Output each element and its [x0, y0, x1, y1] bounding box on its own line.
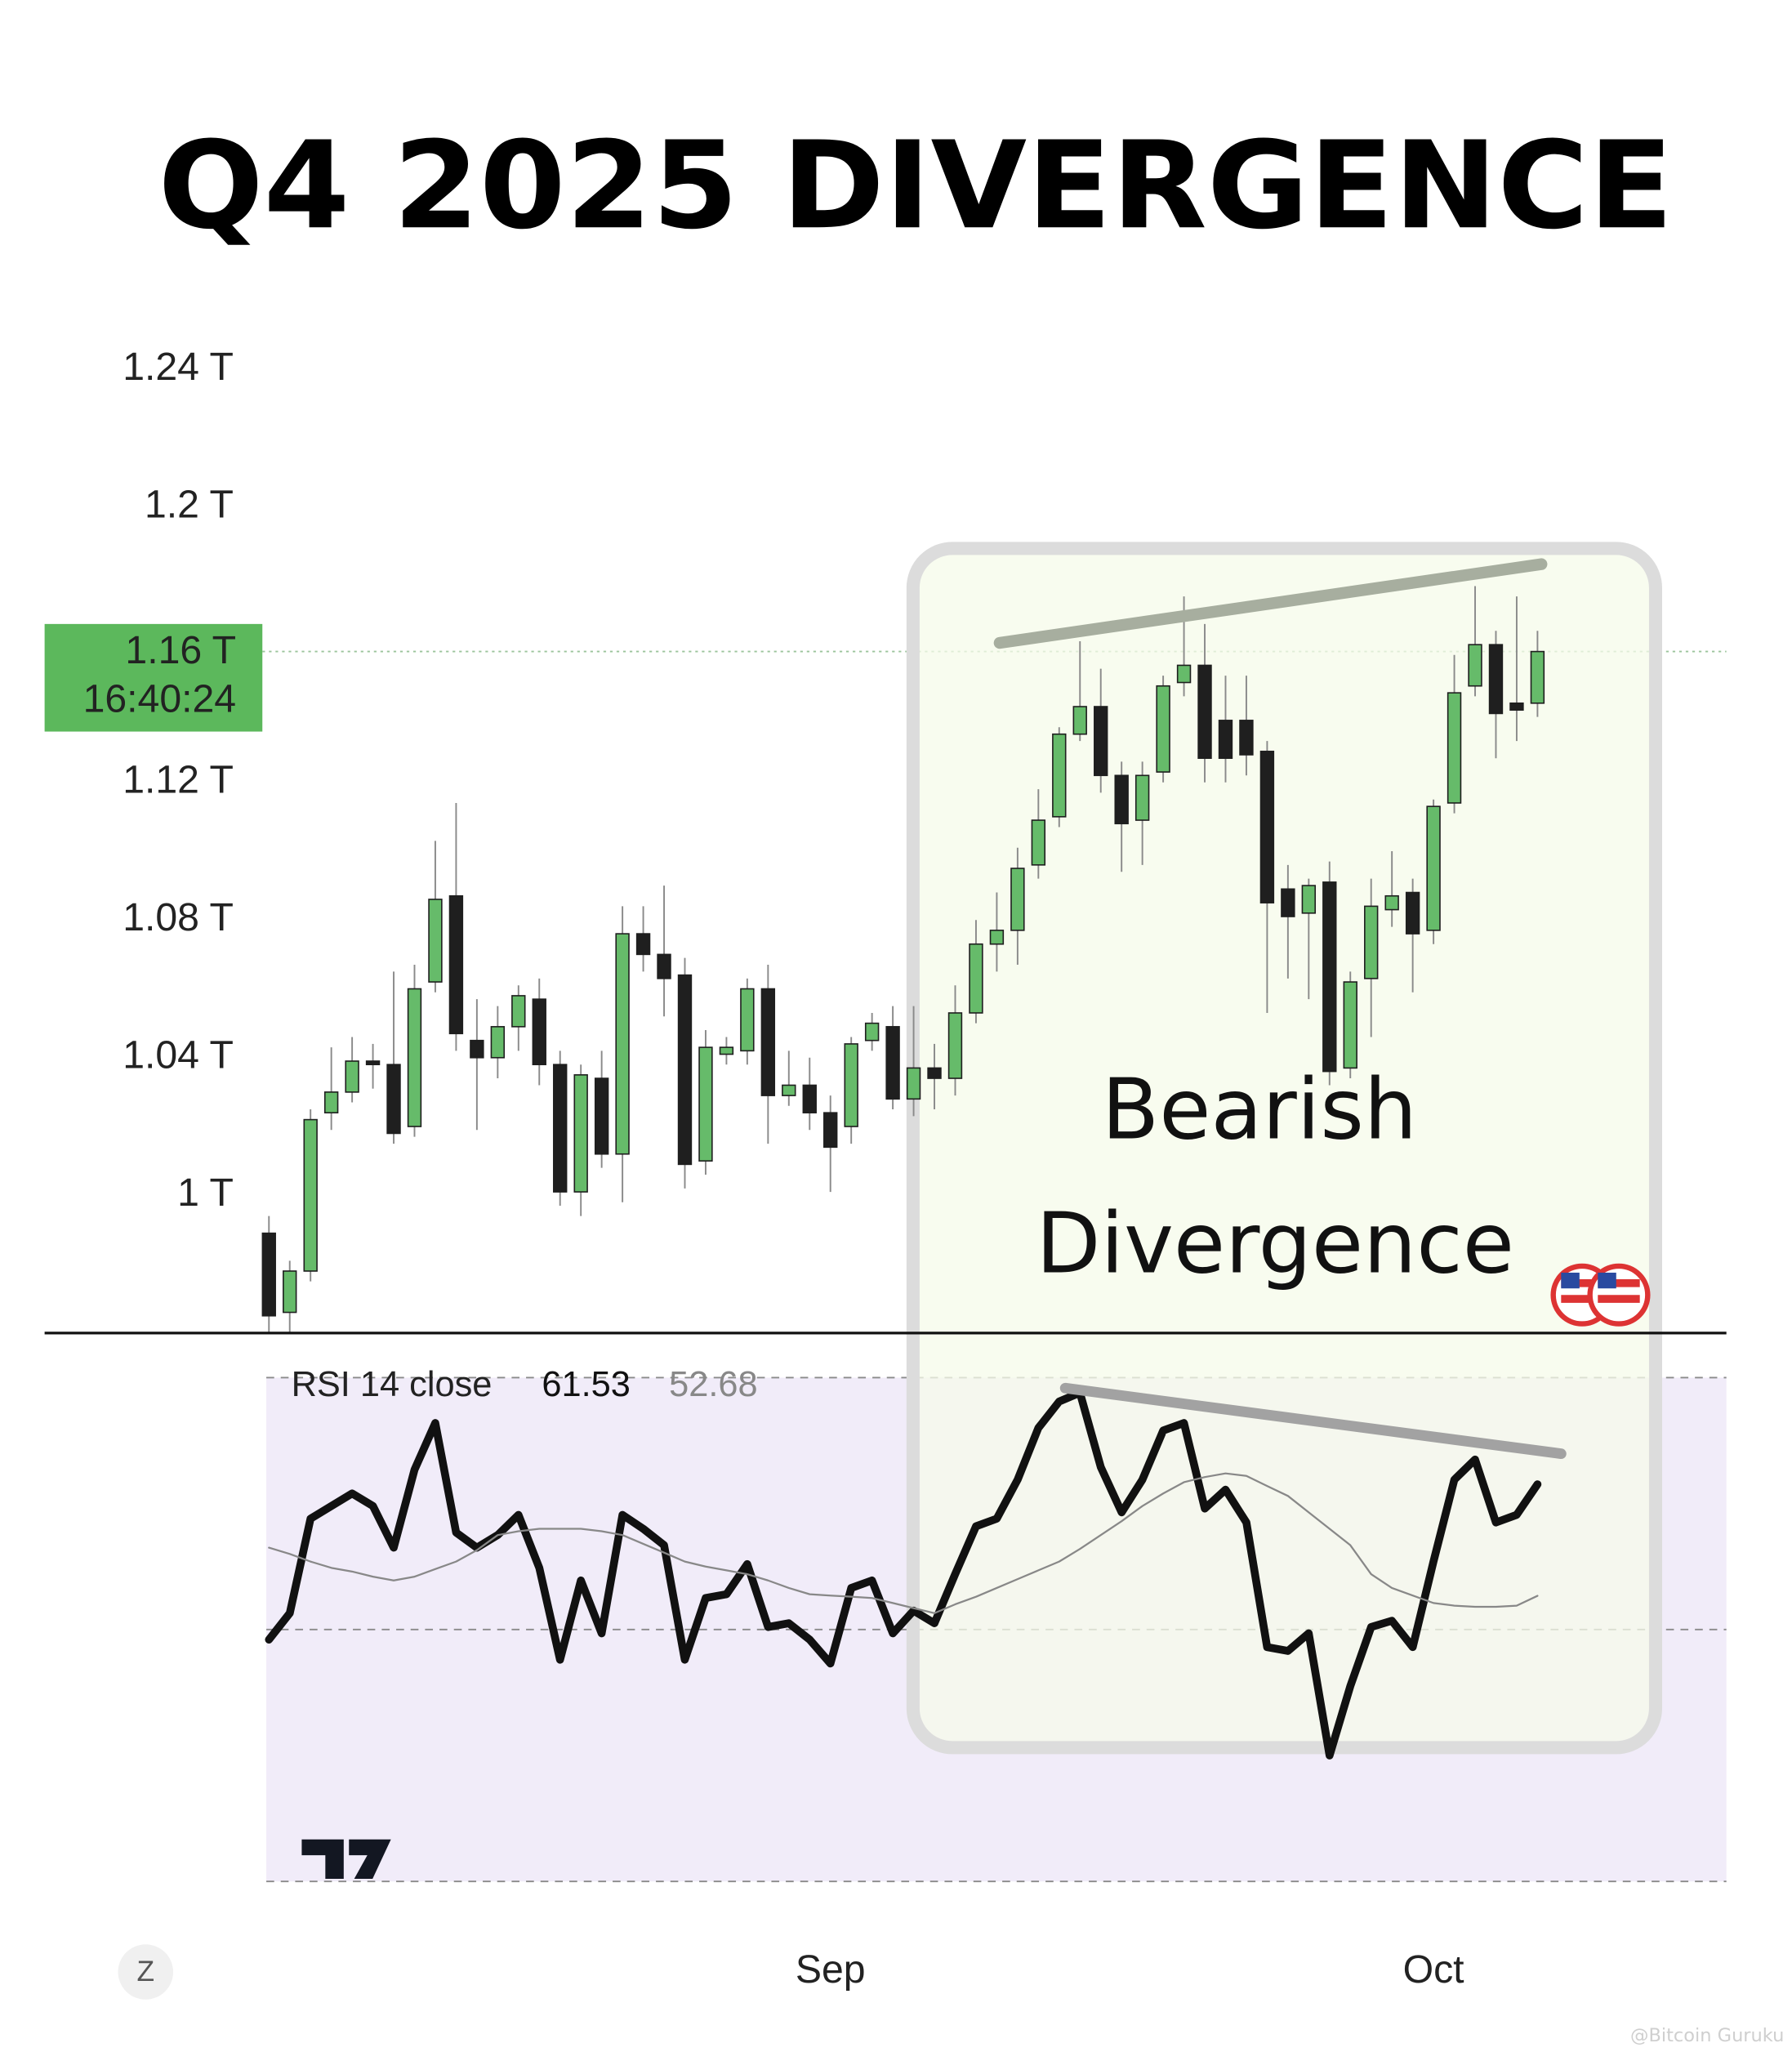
candle-body: [1239, 720, 1254, 756]
rsi-trendline: [1059, 1382, 1567, 1460]
candle-body: [657, 953, 671, 979]
candle-body: [1031, 819, 1046, 866]
y-tick-label: 1.2 T: [145, 482, 234, 526]
candle-body: [594, 1077, 609, 1155]
candle-body: [906, 1067, 921, 1100]
candle-body: [635, 933, 651, 956]
mark-layer: [261, 586, 1545, 1760]
candle-body: [407, 988, 422, 1127]
candle-body: [1509, 702, 1524, 712]
candle-body: [573, 1074, 588, 1193]
zoom-button-label[interactable]: Z: [136, 1956, 154, 1987]
candle-body: [1447, 692, 1462, 804]
countdown-label: 16:40:24: [83, 676, 237, 720]
candle-body: [1176, 664, 1192, 684]
candle-body: [615, 933, 630, 1155]
candle-body: [1364, 905, 1379, 979]
rsi-line: [268, 1472, 1539, 1614]
candle-body: [1322, 881, 1337, 1073]
candle-body: [490, 1026, 506, 1059]
candle-body: [719, 1046, 734, 1055]
rsi-ma-value: 52.68: [669, 1365, 758, 1404]
y-tick-label: 1.24 T: [123, 345, 234, 389]
candle-body: [802, 1084, 817, 1113]
candle-body: [1094, 706, 1108, 777]
annotation: Bearish: [1102, 1062, 1417, 1159]
annotation: Divergence: [1036, 1195, 1514, 1292]
price-trendline: [993, 558, 1548, 649]
candle-body: [677, 974, 693, 1166]
rsi-title: RSI 14 close: [292, 1365, 493, 1404]
candle-body: [428, 899, 443, 983]
candle-body: [1384, 894, 1399, 911]
y-tick-label: 1.12 T: [123, 757, 234, 801]
candle-body: [1281, 888, 1295, 917]
candle-body: [1134, 774, 1150, 821]
candle-body: [1114, 774, 1129, 825]
candle-body: [448, 894, 464, 1035]
y-tick-label: 1.04 T: [123, 1033, 234, 1077]
candle-body: [1259, 750, 1275, 903]
y-tick-label: 1 T: [177, 1171, 234, 1215]
candle-body: [885, 1026, 900, 1100]
candle-body: [303, 1118, 318, 1272]
candle-body: [511, 995, 526, 1028]
candle-body: [760, 988, 776, 1096]
candle-body: [1426, 805, 1441, 931]
candle-body: [927, 1067, 942, 1079]
candle-body: [864, 1022, 880, 1042]
rsi-line: [265, 1389, 1542, 1760]
last-price-label: 1.16 T: [125, 628, 236, 672]
candle-body: [365, 1060, 381, 1065]
candle-body: [1010, 868, 1025, 931]
candle-body: [698, 1046, 713, 1162]
candle-body: [1530, 650, 1545, 704]
candle-body: [947, 1012, 963, 1079]
candle-body: [844, 1043, 858, 1127]
candle-body: [1052, 733, 1067, 818]
tradingview-logo: [301, 1839, 391, 1879]
x-tick-label: Oct: [1403, 1947, 1465, 1992]
candle-body: [1156, 685, 1170, 773]
zoom-button[interactable]: [118, 1944, 174, 2000]
candle-body: [740, 988, 755, 1052]
candle-body: [345, 1060, 359, 1093]
candle-body: [323, 1091, 339, 1113]
last-price-box: [44, 623, 263, 732]
flag-icons: [1550, 1263, 1651, 1327]
label-layer: 1 T 1.04 T 1.08 T 1.12 T 1.2 T 1.24 T Sep Oct 1.…: [44, 345, 1465, 1992]
rsi-value: 61.53: [542, 1365, 631, 1404]
candle-body: [470, 1039, 484, 1059]
candle-body: [1197, 664, 1212, 760]
candle-body: [969, 943, 983, 1014]
candle-body: [1405, 891, 1420, 935]
candle-body: [283, 1270, 297, 1314]
x-tick-label: Sep: [796, 1947, 866, 1992]
chart-title: Q4 2025 DIVERGENCE: [158, 115, 1674, 256]
watermark: @Bitcoin Guruku: [1630, 2025, 1784, 2046]
candle-body: [1468, 644, 1482, 687]
candle-body: [782, 1084, 796, 1096]
candle-body: [989, 930, 1005, 945]
candle-body: [386, 1064, 401, 1135]
candle-body: [532, 998, 546, 1065]
candle-body: [1301, 885, 1317, 914]
y-tick-label: 1.08 T: [123, 895, 234, 939]
candle-body: [823, 1112, 838, 1149]
candle-body: [1218, 720, 1233, 760]
candle-body: [1072, 706, 1087, 735]
candle-body: [261, 1232, 276, 1317]
candle-body: [1343, 981, 1357, 1069]
candle-body: [553, 1064, 568, 1193]
candle-body: [1488, 644, 1504, 715]
